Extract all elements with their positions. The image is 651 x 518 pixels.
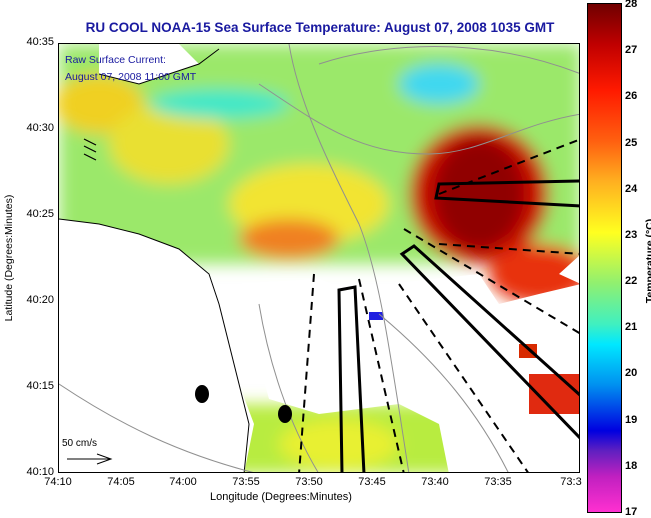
x-tick: 73:35 (484, 476, 512, 488)
colorbar-tick: 20 (625, 367, 638, 380)
colorbar (587, 3, 622, 513)
current-legend-title: Raw Surface Current: (65, 54, 166, 66)
x-tick: 73:40 (421, 476, 449, 488)
x-tick: 73:55 (232, 476, 260, 488)
x-tick: 73:3 (560, 476, 582, 488)
colorbar-tick: 27 (625, 44, 638, 57)
coastline (59, 218, 250, 472)
x-tick: 73:45 (358, 476, 386, 488)
current-vector (83, 138, 97, 146)
sampling-boxes (337, 179, 579, 472)
current-vectors (83, 138, 97, 161)
scale-vector-label: 50 cm/s (62, 438, 98, 449)
y-tick: 40:30 (26, 122, 54, 134)
no-data-mask (229, 274, 579, 472)
x-tick: 73:50 (295, 476, 323, 488)
colorbar-tick: 18 (625, 459, 638, 472)
colorbar-label: Temperature (°C) (644, 218, 651, 304)
scale-arrow-icon (67, 453, 113, 465)
land-mask-north (99, 44, 199, 84)
x-tick: 74:00 (169, 476, 197, 488)
colorbar-tick: 19 (625, 413, 638, 426)
current-vector (83, 145, 97, 153)
y-tick: 40:35 (26, 36, 54, 48)
y-axis-label: Latitude (Degrees:Minutes) (3, 194, 15, 322)
bathymetry-contours (59, 44, 579, 472)
colorbar-tick: 22 (625, 275, 638, 288)
colorbar-tick: 28 (625, 0, 638, 10)
sst-map: Raw Surface Current: August 07, 2008 11:… (58, 43, 580, 473)
transect-lines (298, 138, 579, 472)
station-marker (278, 405, 292, 423)
y-tick: 40:20 (26, 294, 54, 306)
colorbar-tick: 23 (625, 228, 638, 241)
colorbar-tick: 25 (625, 136, 638, 149)
station-marker (195, 385, 209, 403)
y-tick: 40:15 (26, 380, 54, 392)
y-tick: 40:25 (26, 208, 54, 220)
current-legend-time: August 07, 2008 11:00 GMT (65, 71, 197, 83)
x-tick: 74:05 (107, 476, 135, 488)
land-mask (59, 219, 254, 472)
x-tick: 74:10 (44, 476, 72, 488)
colorbar-tick: 21 (625, 321, 638, 334)
map-canvas (59, 44, 579, 472)
map-title: RU COOL NOAA-15 Sea Surface Temperature:… (85, 20, 555, 35)
current-vector (83, 153, 97, 161)
colorbar-tick: 24 (625, 182, 638, 195)
x-axis-label: Longitude (Degrees:Minutes) (210, 491, 352, 503)
y-tick: 40:10 (26, 466, 54, 478)
colorbar-tick: 26 (625, 90, 638, 103)
colorbar-tick: 17 (625, 506, 638, 518)
